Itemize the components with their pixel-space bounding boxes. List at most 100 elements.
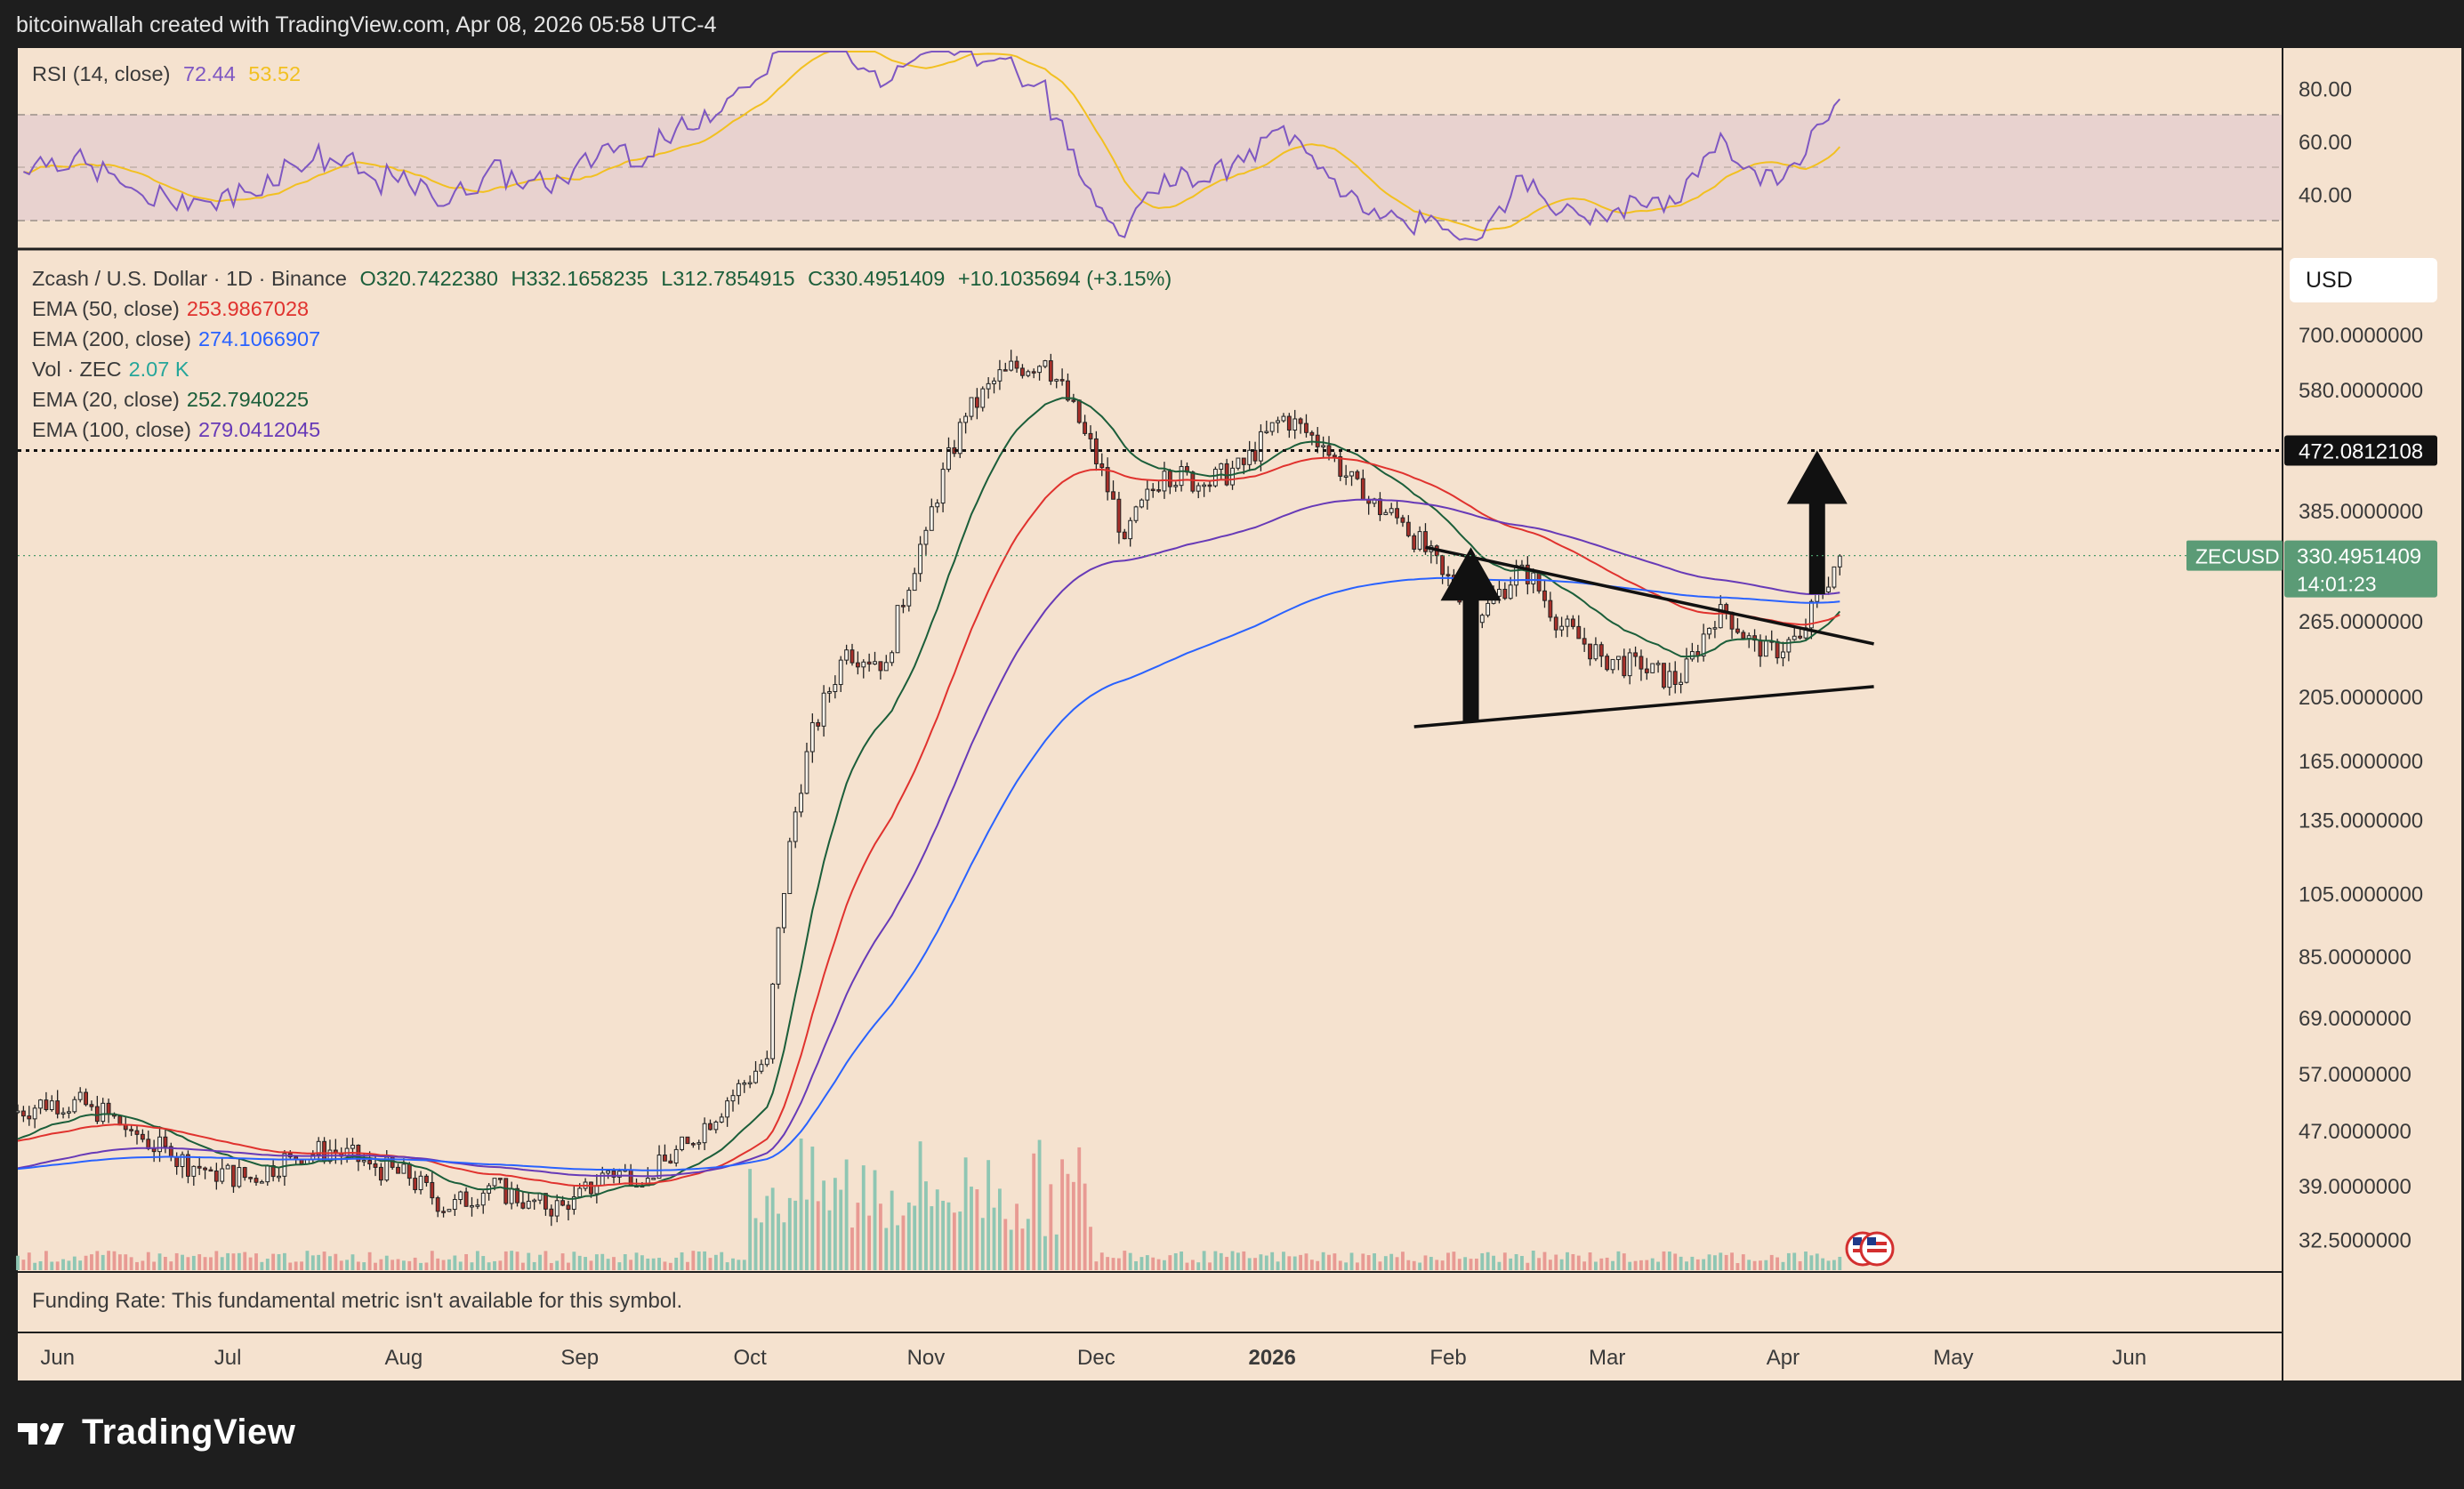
candle: [441, 1206, 446, 1218]
trendline-drawings[interactable]: [1413, 450, 1895, 1267]
volume-bar: [759, 1222, 763, 1270]
volume-bar: [577, 1255, 582, 1270]
candle: [163, 1129, 168, 1154]
candle: [1837, 554, 1842, 575]
indicator-value: 2.07 K: [128, 358, 189, 381]
symbol-tag-label: ZECUSD: [2195, 545, 2280, 568]
candle: [873, 651, 877, 665]
candle: [923, 527, 929, 555]
descending-trendline[interactable]: [1425, 545, 1874, 646]
volume-bar: [1037, 1139, 1042, 1270]
volume-bar: [1406, 1260, 1411, 1270]
volume-bar: [1071, 1181, 1075, 1270]
candle: [259, 1179, 264, 1184]
candle: [1009, 350, 1014, 372]
candle: [1667, 662, 1672, 696]
volume-bar: [1139, 1257, 1144, 1270]
volume-bar: [95, 1251, 100, 1270]
volume-bar: [640, 1255, 644, 1270]
volume-bar: [1378, 1261, 1382, 1270]
volume-bar: [1497, 1261, 1502, 1270]
candle: [458, 1190, 463, 1204]
volume-bar: [243, 1252, 247, 1270]
candle: [1298, 417, 1303, 434]
level-price-label: 472.0812108: [2299, 439, 2423, 463]
volume-bar: [1185, 1262, 1189, 1270]
volume-bar: [1077, 1147, 1082, 1270]
candle: [554, 1194, 560, 1223]
candle: [270, 1160, 276, 1182]
volume-bar: [33, 1262, 37, 1270]
volume-bar: [839, 1189, 843, 1270]
up-arrow-right-icon[interactable]: [1786, 450, 1848, 594]
volume-bar: [1401, 1252, 1405, 1270]
candle: [719, 1113, 724, 1123]
volume-bar: [1304, 1253, 1308, 1270]
ohlc-low: L312.7854915: [661, 267, 795, 290]
time-axis[interactable]: Jun Jul Aug Sep Oct Nov Dec 2026 Feb Mar Apr May Jun: [40, 1346, 2146, 1370]
volume-bar: [1026, 1219, 1030, 1270]
candle: [503, 1178, 509, 1205]
candle: [747, 1075, 753, 1089]
us-event-flag-icon[interactable]: [1859, 1231, 1895, 1267]
price-axis[interactable]: 700.0000000 580.0000000 385.0000000 265.000…: [18, 324, 2437, 1253]
volume-bar: [1786, 1252, 1791, 1270]
candle: [1553, 614, 1558, 639]
volume-bar: [1474, 1258, 1478, 1270]
volume-bar: [1838, 1256, 1842, 1270]
rsi-ma-value: 53.52: [248, 62, 302, 85]
volume-bar: [1633, 1260, 1638, 1270]
level-price-tag: [2284, 435, 2437, 466]
volume-bar: [572, 1252, 576, 1270]
candle: [38, 1099, 43, 1115]
volume-bar: [520, 1262, 525, 1270]
up-arrow-left-icon[interactable]: [1440, 547, 1502, 722]
candle: [793, 807, 798, 849]
volume-bar: [430, 1251, 434, 1270]
ohlc-open: O320.7422380: [359, 267, 498, 290]
candle: [816, 719, 821, 731]
volume-bar: [67, 1260, 71, 1270]
candle: [94, 1096, 100, 1124]
volume-bar: [498, 1260, 503, 1270]
volume-bar: [1685, 1261, 1688, 1270]
candle: [1315, 427, 1320, 454]
volume-bar: [1821, 1258, 1825, 1270]
candle: [1031, 368, 1036, 379]
candle: [1292, 409, 1298, 439]
volume-bar: [1509, 1258, 1513, 1270]
symbol-legend: Zcash / U.S. Dollar · 1D · Binance O320.…: [32, 267, 1179, 291]
volume-bar: [1292, 1256, 1297, 1270]
volume-bar: [1003, 1219, 1008, 1270]
volume-bar: [884, 1227, 889, 1270]
volume-bar: [1616, 1251, 1621, 1270]
price-plot[interactable]: [15, 350, 1842, 1227]
candle: [1037, 365, 1042, 381]
volume-bar: [1531, 1251, 1535, 1270]
ascending-trendline[interactable]: [1413, 685, 1874, 728]
candle: [452, 1194, 457, 1216]
volume-bar: [1213, 1251, 1218, 1270]
volume-bar: [1759, 1260, 1762, 1270]
volume-bar: [441, 1260, 446, 1270]
volume-bar: [986, 1160, 991, 1270]
volume-bar: [181, 1254, 184, 1270]
volume-bar: [413, 1257, 417, 1270]
volume-bar: [1446, 1252, 1450, 1270]
volume-bar: [1537, 1258, 1542, 1270]
price-tick-label: 105.0000000: [2299, 883, 2423, 907]
currency-selector[interactable]: USD: [2290, 258, 2437, 302]
candle: [1269, 422, 1275, 436]
volume-bar: [44, 1251, 48, 1270]
volume-bar: [1815, 1253, 1819, 1270]
candle: [447, 1209, 452, 1212]
bar-countdown-label: 14:01:23: [2297, 573, 2377, 596]
tradingview-logo[interactable]: TradingView: [18, 1413, 295, 1453]
volume-bar: [157, 1253, 162, 1270]
candle: [992, 377, 996, 394]
candle: [1808, 599, 1814, 640]
candle: [1076, 399, 1082, 424]
volume-bar: [1781, 1261, 1785, 1270]
time-tick-label: Sep: [560, 1346, 599, 1370]
